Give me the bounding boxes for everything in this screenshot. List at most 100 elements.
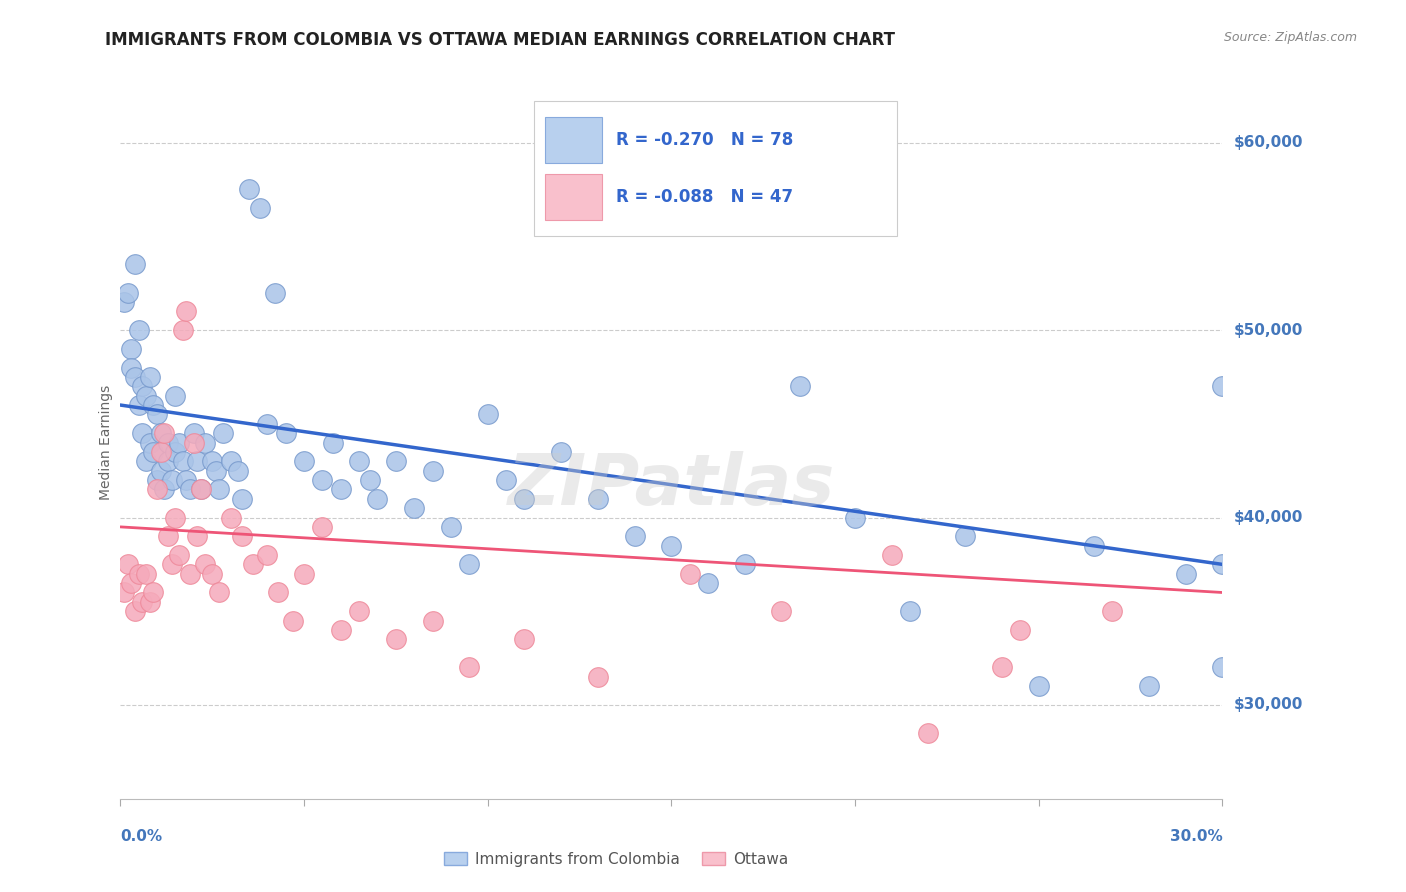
Point [991,660,1014,674]
Point [212,426,235,441]
Point [146,408,169,422]
Point [249,201,271,215]
Point [1211,660,1233,674]
Point [586,670,609,684]
Point [208,585,231,599]
Point [347,604,370,618]
Point [120,342,142,356]
Point [917,726,939,740]
Point [149,464,172,478]
Point [201,454,224,468]
Point [329,623,352,637]
Point [183,426,205,441]
Point [385,632,408,647]
Point [201,566,224,581]
Point [347,454,370,468]
Point [238,182,260,196]
Point [117,285,139,300]
Point [1211,379,1233,393]
Point [138,595,160,609]
Point [124,604,146,618]
Point [359,473,381,487]
Point [138,435,160,450]
Point [281,614,304,628]
Point [128,566,150,581]
Point [146,473,169,487]
Point [1101,604,1123,618]
Point [167,548,190,562]
Point [1010,623,1032,637]
Point [219,454,242,468]
Point [112,585,135,599]
Point [131,426,153,441]
Point [770,604,793,618]
Point [953,529,976,543]
Point [165,510,187,524]
Point [231,529,253,543]
Point [404,501,426,516]
Point [194,558,217,572]
Point [734,558,756,572]
Point [495,473,517,487]
Point [176,304,198,318]
Legend: Immigrants from Colombia, Ottawa: Immigrants from Colombia, Ottawa [439,846,794,873]
Text: 0.0%: 0.0% [121,830,163,844]
Point [160,558,183,572]
Point [697,576,720,591]
Point [138,370,160,384]
Point [898,604,921,618]
Point [292,454,315,468]
Point [226,464,249,478]
Point [586,491,609,506]
Point [1211,558,1233,572]
Point [329,483,352,497]
Point [204,464,226,478]
Point [153,483,176,497]
Point [1174,566,1197,581]
Point [679,566,702,581]
Point [157,529,180,543]
Text: IMMIGRANTS FROM COLOMBIA VS OTTAWA MEDIAN EARNINGS CORRELATION CHART: IMMIGRANTS FROM COLOMBIA VS OTTAWA MEDIA… [105,31,896,49]
Point [422,614,444,628]
Point [311,473,333,487]
Point [135,566,157,581]
Point [142,445,165,459]
Point [219,510,242,524]
Point [311,520,333,534]
Point [1137,679,1160,693]
Text: R = -0.088   N = 47: R = -0.088 N = 47 [616,188,793,206]
Point [167,435,190,450]
Point [186,529,208,543]
Point [149,445,172,459]
Point [165,389,187,403]
Point [267,585,290,599]
Point [422,464,444,478]
Point [120,576,142,591]
Point [550,445,572,459]
Y-axis label: Median Earnings: Median Earnings [100,385,114,500]
Point [231,491,253,506]
FancyBboxPatch shape [533,101,897,236]
Point [513,632,536,647]
Text: $50,000: $50,000 [1233,323,1303,337]
Point [124,257,146,271]
Text: $60,000: $60,000 [1233,135,1303,150]
Text: $40,000: $40,000 [1233,510,1303,525]
Point [190,483,212,497]
Text: $30,000: $30,000 [1233,698,1303,713]
Point [186,454,208,468]
Point [256,417,278,431]
Point [149,426,172,441]
Point [256,548,278,562]
FancyBboxPatch shape [544,117,602,162]
Point [190,483,212,497]
Point [165,445,187,459]
Point [124,370,146,384]
Point [135,389,157,403]
Point [385,454,408,468]
Point [194,435,217,450]
Point [263,285,285,300]
Point [146,483,169,497]
Point [1083,539,1105,553]
Point [844,510,866,524]
